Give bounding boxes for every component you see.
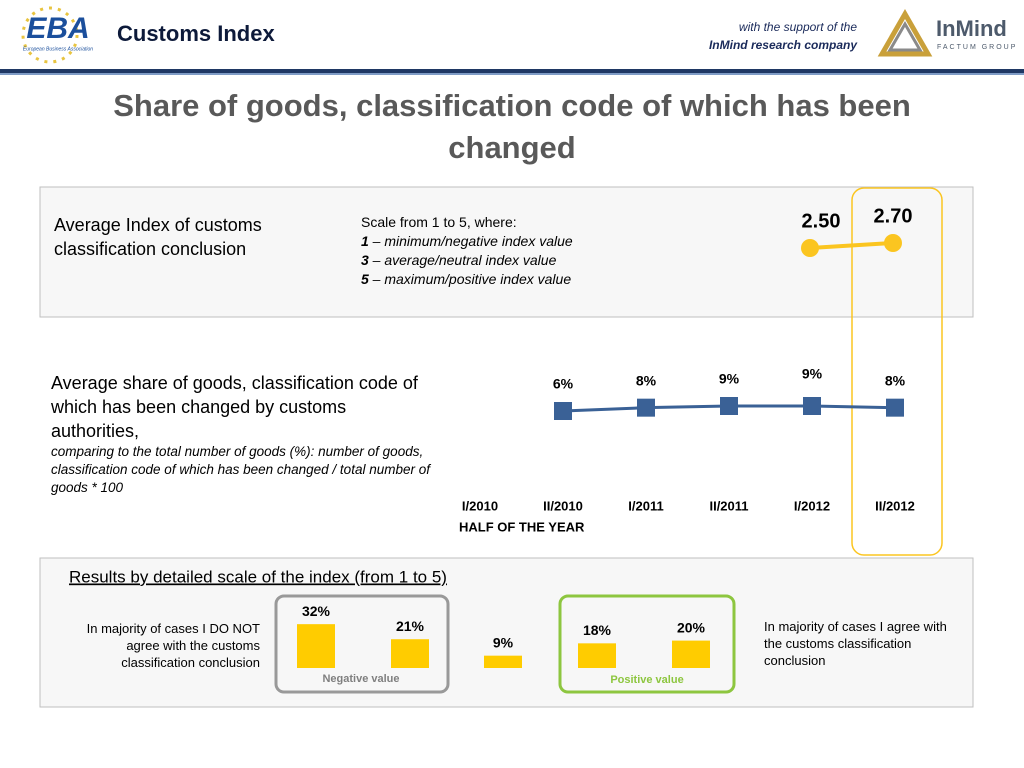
x-tick-label: II/2011 [709,498,748,513]
bar [578,643,616,668]
index-point [801,239,819,257]
share-point [886,398,904,417]
header-rule [0,69,1024,73]
support-text: with the support of the [739,20,857,34]
index-point [884,234,902,252]
highlight-frame [851,187,943,556]
bar-label: 32% [302,603,331,619]
scale-items: 1 – minimum/negative index value 3 – aver… [361,232,573,289]
company-text: InMind research company [709,38,858,52]
bar [484,655,522,668]
scale-intro: Scale from 1 to 5, where: [361,214,517,230]
x-tick-label: I/2011 [628,498,663,513]
share-point [554,402,572,420]
bar-label: 18% [583,622,612,638]
results-panel [39,557,974,708]
partner-logo: InMind [936,16,1007,41]
results-title: Results by detailed scale of the index (… [69,567,447,586]
scale-key: 5 [361,271,369,287]
negative-note: In majority of cases I DO NOT agree with… [86,621,260,670]
negative-frame [274,594,450,694]
bar-label: 21% [396,618,425,634]
index-title: Average Index of customs classification … [54,215,262,259]
scale-text: – minimum/negative index value [368,233,573,249]
share-point [637,398,655,417]
bar-label: 9% [493,634,514,650]
bar [672,640,710,668]
negative-group-label: Negative value [322,673,399,685]
bar [297,624,335,668]
x-tick-label: II/2010 [543,498,583,513]
share-point [803,397,821,415]
partner-icon-inner [887,20,923,52]
header-rule-light [0,73,1024,75]
scale-item: 5 – maximum/positive index value [361,270,573,289]
scale-text: – average/neutral index value [368,252,557,268]
logo: EBA [26,12,89,45]
scale-key: 1 [361,233,369,249]
header-title: Customs Index [117,21,275,46]
scale-note: Scale from 1 to 5, where: 1 – minimum/ne… [361,213,573,289]
logo-subtitle: European Business Association [23,46,93,52]
x-axis-label: HALF OF THE YEAR [459,519,585,534]
index-line [809,241,894,250]
positive-frame [558,594,736,694]
scale-item: 1 – minimum/negative index value [361,232,573,251]
share-label: 6% [553,376,574,392]
partner-icon [877,8,933,57]
scale-item: 3 – average/neutral index value [361,251,573,270]
partner-subtitle: FACTUM GROUP [937,44,1017,51]
share-label: 9% [719,371,740,387]
x-tick-label: I/2010 [462,498,498,513]
share-label: 8% [636,372,657,388]
share-label: 8% [885,372,906,388]
logo-stars [21,6,79,64]
bar-label: 20% [677,619,706,635]
positive-group-label: Positive value [610,674,683,686]
share-subtitle: comparing to the total number of goods (… [51,444,430,495]
share-title: Average share of goods, classification c… [51,373,418,441]
index-label: 2.70 [874,205,913,227]
x-tick-label: II/2012 [875,498,915,513]
x-tick-label: I/2012 [794,498,830,513]
scale-text: – maximum/positive index value [368,271,572,287]
bar [391,639,429,668]
share-label: 9% [802,366,823,382]
index-label: 2.50 [802,210,841,232]
positive-note: In majority of cases I agree with the cu… [764,619,947,668]
share-point [720,397,738,415]
scale-key: 3 [361,252,369,268]
slide-title: Share of goods, classification code of w… [113,88,911,165]
